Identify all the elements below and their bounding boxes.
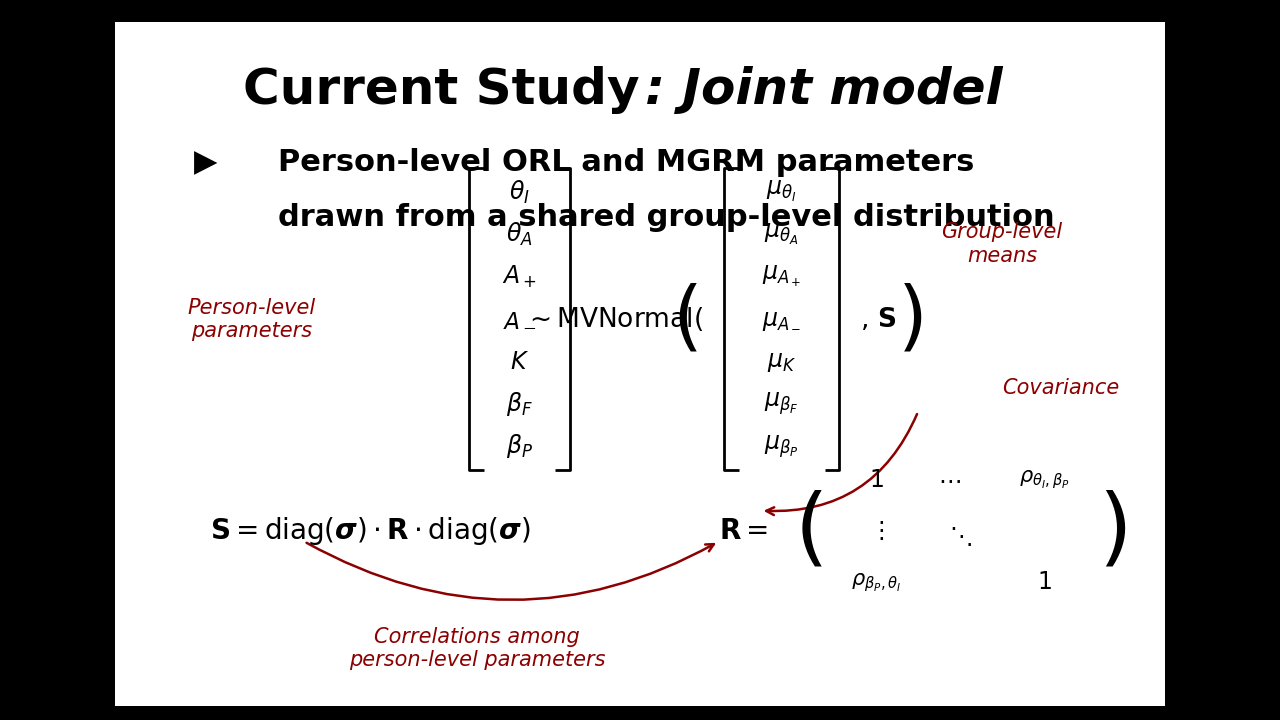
Text: $\beta_P$: $\beta_P$ — [506, 433, 532, 460]
Text: $\theta_I$: $\theta_I$ — [509, 179, 530, 205]
Text: $\beta_F$: $\beta_F$ — [506, 390, 532, 418]
Text: $($: $($ — [794, 490, 822, 572]
Text: $)$: $)$ — [1098, 490, 1126, 572]
Text: : Joint model: : Joint model — [645, 66, 1002, 114]
Text: $\mu_{\theta_A}$: $\mu_{\theta_A}$ — [764, 222, 799, 247]
Text: Correlations among
person-level parameters: Correlations among person-level paramete… — [349, 627, 605, 670]
Text: $\mathbf{S} = \mathrm{diag}(\boldsymbol{\sigma})\cdot\mathbf{R}\cdot\mathrm{diag: $\mathbf{S} = \mathrm{diag}(\boldsymbol{… — [210, 516, 530, 547]
Text: Person-level ORL and MGRM parameters: Person-level ORL and MGRM parameters — [278, 148, 974, 177]
Text: $,\,\mathbf{S}$: $,\,\mathbf{S}$ — [860, 305, 897, 333]
Text: $\rho_{\theta_I,\beta_P}$: $\rho_{\theta_I,\beta_P}$ — [1019, 469, 1069, 491]
Text: $\mu_{\beta_P}$: $\mu_{\beta_P}$ — [764, 433, 799, 459]
Text: $($: $($ — [672, 282, 698, 356]
Text: $1$: $1$ — [1037, 570, 1051, 595]
Text: Group-level
means: Group-level means — [942, 222, 1062, 266]
Text: $A_-$: $A_-$ — [502, 307, 536, 331]
Text: $\mu_{A_-}$: $\mu_{A_-}$ — [762, 307, 801, 331]
Text: $\mu_{A_+}$: $\mu_{A_+}$ — [762, 264, 801, 289]
Text: $\mathbf{R} = $: $\mathbf{R} = $ — [718, 517, 768, 545]
Text: $\sim \mathrm{MVNormal}($: $\sim \mathrm{MVNormal}($ — [524, 305, 704, 333]
Text: Person-level
parameters: Person-level parameters — [188, 297, 316, 341]
Text: $\mu_{\beta_F}$: $\mu_{\beta_F}$ — [764, 391, 799, 418]
Text: $\mu_K$: $\mu_K$ — [767, 349, 796, 374]
Text: $A_+$: $A_+$ — [502, 264, 536, 290]
Text: Current Study: Current Study — [243, 66, 640, 114]
Text: $K$: $K$ — [509, 349, 529, 374]
Text: $\rho_{\beta_P,\theta_I}$: $\rho_{\beta_P,\theta_I}$ — [851, 571, 901, 594]
Text: $)$: $)$ — [897, 282, 923, 356]
Text: ▶: ▶ — [193, 148, 218, 177]
Text: Covariance: Covariance — [1002, 377, 1120, 397]
Text: drawn from a shared group-level distribution: drawn from a shared group-level distribu… — [278, 203, 1055, 232]
FancyArrowPatch shape — [767, 414, 916, 515]
Text: $\vdots$: $\vdots$ — [869, 519, 883, 543]
FancyArrowPatch shape — [306, 543, 714, 600]
Text: $1$: $1$ — [869, 468, 883, 492]
Text: $\mu_{\theta_I}$: $\mu_{\theta_I}$ — [767, 179, 797, 204]
Text: $\ddots$: $\ddots$ — [948, 525, 972, 549]
Text: $\cdots$: $\cdots$ — [938, 468, 961, 492]
Text: $\theta_A$: $\theta_A$ — [506, 221, 532, 248]
